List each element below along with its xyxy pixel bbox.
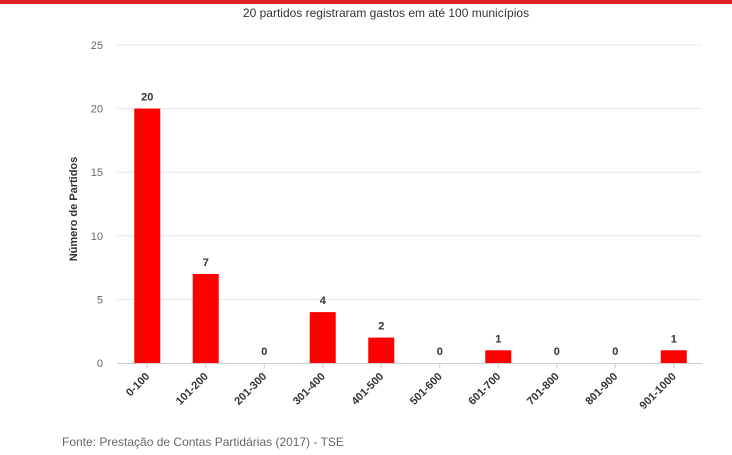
y-tick-label: 15 [91,167,103,179]
y-tick-label: 10 [91,231,103,243]
bar-101-200 [192,273,219,363]
bar-601-700 [485,350,512,363]
x-category-label: 301-400 [291,371,328,408]
data-label-201-300: 0 [261,346,267,358]
x-category-label: 0-100 [124,371,152,399]
data-label-401-500: 2 [378,321,384,333]
data-label-601-700: 1 [495,333,501,345]
bar-901-1000 [660,350,687,363]
data-label-801-900: 0 [612,346,618,358]
x-category-label: 901-1000 [638,371,679,412]
x-category-label: 601-700 [466,371,503,408]
bars [134,108,687,363]
y-tick-label: 0 [97,358,103,370]
chart-title: 20 partidos registraram gastos em até 10… [242,6,530,20]
y-tick-label: 25 [91,40,103,52]
data-label-701-800: 0 [554,346,560,358]
data-label-901-1000: 1 [671,333,677,345]
data-label-301-400: 4 [320,295,327,307]
bar-401-500 [368,337,395,363]
source-note: Fonte: Prestação de Contas Partidárias (… [62,435,344,449]
data-label-501-600: 0 [437,346,443,358]
x-category-label: 801-900 [583,371,620,408]
y-axis-ticks: 0 5 10 15 20 25 [91,40,103,370]
data-label-101-200: 7 [203,257,209,269]
top-accent-rule [0,0,732,4]
x-category-label: 401-500 [349,371,386,408]
x-category-label: 701-800 [525,371,562,408]
bar-0-100 [134,108,161,363]
y-axis-title: Número de Partidos [68,157,80,262]
x-category-label: 101-200 [174,371,211,408]
x-category-label: 501-600 [408,371,445,408]
bar-301-400 [309,312,336,363]
x-category-label: 201-300 [232,371,269,408]
y-tick-label: 20 [91,104,103,116]
x-axis-categories: 0-100 101-200 201-300 301-400 401-500 501-600… [124,363,679,412]
data-label-0-100: 20 [141,92,153,104]
y-tick-label: 5 [97,294,103,306]
